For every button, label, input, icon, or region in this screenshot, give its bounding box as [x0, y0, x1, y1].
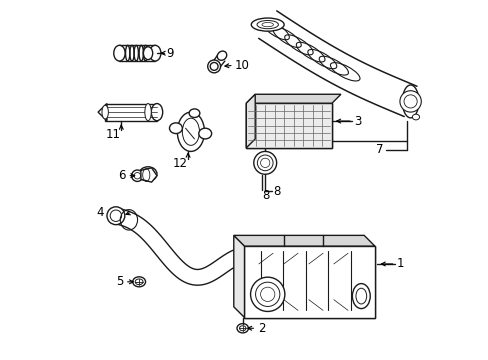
Ellipse shape [210, 63, 218, 70]
Polygon shape [244, 246, 374, 318]
Bar [246, 103, 331, 148]
Ellipse shape [402, 85, 418, 118]
Ellipse shape [189, 109, 200, 117]
Polygon shape [246, 103, 331, 148]
Ellipse shape [411, 114, 419, 120]
Ellipse shape [198, 128, 211, 139]
Bar [141, 47, 149, 60]
Ellipse shape [260, 287, 274, 301]
Ellipse shape [144, 104, 151, 121]
Text: 10: 10 [234, 59, 249, 72]
Ellipse shape [262, 22, 273, 27]
Polygon shape [246, 94, 340, 103]
Ellipse shape [251, 18, 284, 31]
Polygon shape [246, 94, 255, 148]
Ellipse shape [182, 118, 199, 145]
Bar [105, 104, 157, 121]
Ellipse shape [355, 288, 366, 304]
Text: 7: 7 [376, 143, 383, 156]
Text: 2: 2 [257, 322, 264, 335]
Text: 8: 8 [272, 185, 280, 198]
Ellipse shape [134, 172, 140, 179]
Bar [244, 246, 374, 318]
Polygon shape [98, 104, 107, 121]
Ellipse shape [114, 45, 125, 61]
Ellipse shape [177, 112, 204, 152]
Text: 11: 11 [105, 129, 121, 141]
Ellipse shape [143, 47, 152, 60]
Ellipse shape [107, 207, 124, 225]
Ellipse shape [132, 277, 145, 287]
Text: 12: 12 [172, 157, 187, 170]
Text: 1: 1 [396, 257, 404, 270]
Ellipse shape [257, 155, 272, 171]
Polygon shape [141, 168, 157, 182]
Polygon shape [233, 235, 244, 318]
Text: 3: 3 [353, 114, 361, 127]
Ellipse shape [239, 326, 245, 331]
Ellipse shape [250, 277, 285, 311]
Text: 4: 4 [96, 206, 103, 219]
Ellipse shape [207, 60, 220, 73]
Ellipse shape [217, 51, 226, 60]
Ellipse shape [237, 324, 248, 333]
Ellipse shape [352, 284, 369, 309]
Text: 9: 9 [165, 47, 173, 60]
Polygon shape [233, 235, 374, 246]
Ellipse shape [149, 45, 161, 61]
Ellipse shape [255, 282, 279, 306]
Text: 8: 8 [262, 189, 269, 202]
Ellipse shape [399, 91, 421, 112]
Text: 6: 6 [118, 169, 125, 182]
Ellipse shape [403, 95, 416, 108]
Ellipse shape [139, 167, 157, 181]
Ellipse shape [135, 279, 143, 285]
Text: 5: 5 [116, 275, 123, 288]
Ellipse shape [110, 210, 122, 221]
Ellipse shape [169, 123, 182, 134]
Ellipse shape [260, 158, 269, 167]
Polygon shape [119, 45, 155, 61]
Ellipse shape [151, 104, 163, 121]
Ellipse shape [102, 105, 108, 119]
Ellipse shape [253, 152, 276, 174]
Ellipse shape [257, 21, 278, 29]
Ellipse shape [131, 170, 143, 181]
